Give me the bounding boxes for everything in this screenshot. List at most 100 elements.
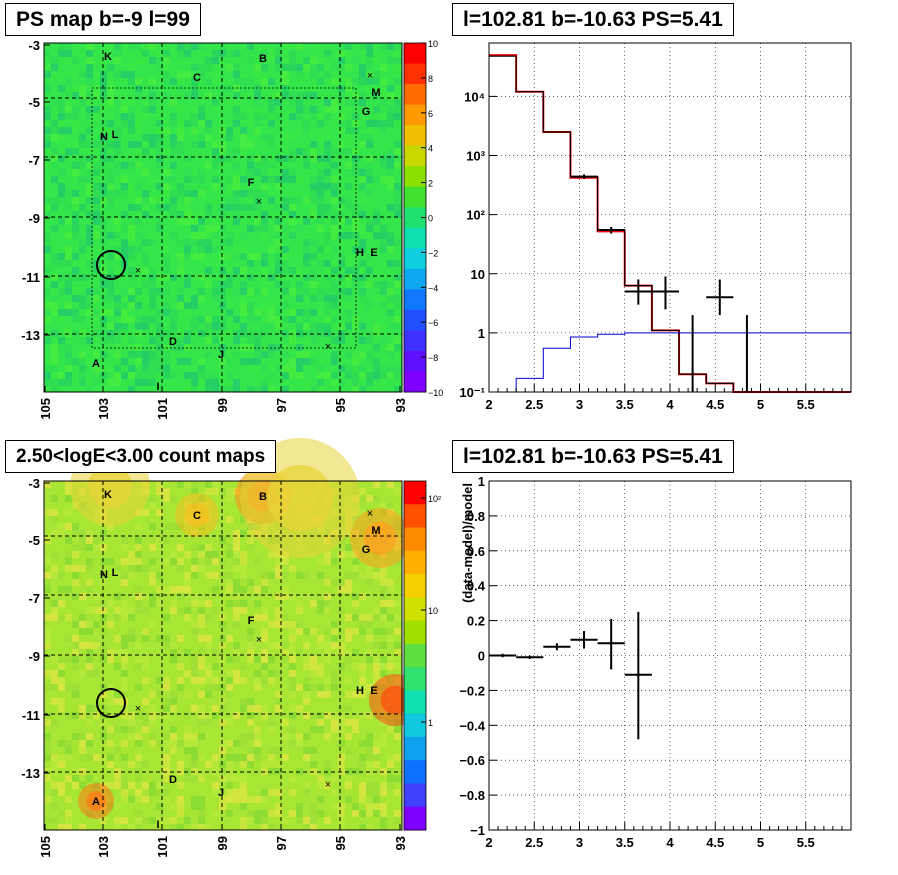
map-pixel: [177, 782, 184, 789]
map-pixel: [177, 495, 184, 502]
map-pixel: [65, 99, 72, 106]
map-pixel: [205, 635, 212, 642]
map-pixel: [331, 211, 338, 218]
map-pixel: [359, 92, 366, 99]
map-pixel: [177, 586, 184, 593]
map-pixel: [331, 162, 338, 169]
map-pixel: [324, 372, 331, 379]
map-pixel: [170, 232, 177, 239]
map-pixel: [317, 183, 324, 190]
map-pixel: [149, 337, 156, 344]
map-pixel: [184, 169, 191, 176]
map-pixel: [261, 64, 268, 71]
map-pixel: [205, 761, 212, 768]
map-pixel: [261, 218, 268, 225]
map-pixel: [170, 726, 177, 733]
map-pixel: [380, 670, 387, 677]
map-pixel: [268, 782, 275, 789]
map-pixel: [268, 169, 275, 176]
map-pixel: [345, 50, 352, 57]
map-pixel: [310, 176, 317, 183]
map-pixel: [254, 810, 261, 817]
map-pixel: [107, 295, 114, 302]
map-pixel: [44, 309, 51, 316]
model-step-line: [489, 55, 851, 393]
map-pixel: [114, 824, 121, 830]
map-pixel: [44, 71, 51, 78]
map-pixel: [394, 197, 401, 204]
map-pixel: [58, 558, 65, 565]
map-pixel: [163, 372, 170, 379]
map-pixel: [387, 309, 394, 316]
map-pixel: [324, 99, 331, 106]
map-pixel: [44, 141, 51, 148]
map-pixel: [205, 120, 212, 127]
map-pixel: [121, 684, 128, 691]
map-pixel: [142, 190, 149, 197]
map-pixel: [240, 761, 247, 768]
map-pixel: [247, 817, 254, 824]
map-pixel: [387, 204, 394, 211]
map-pixel: [135, 127, 142, 134]
source-label: M: [371, 87, 380, 99]
map-pixel: [296, 649, 303, 656]
map-pixel: [380, 803, 387, 810]
map-pixel: [86, 169, 93, 176]
map-pixel: [170, 204, 177, 211]
map-pixel: [149, 523, 156, 530]
map-pixel: [44, 775, 51, 782]
map-pixel: [296, 106, 303, 113]
map-pixel: [366, 50, 373, 57]
map-pixel: [373, 344, 380, 351]
map-pixel: [352, 169, 359, 176]
map-pixel: [191, 232, 198, 239]
map-pixel: [149, 274, 156, 281]
map-pixel: [72, 127, 79, 134]
map-pixel: [324, 628, 331, 635]
map-pixel: [121, 288, 128, 295]
map-pixel: [289, 57, 296, 64]
map-pixel: [352, 99, 359, 106]
map-pixel: [247, 656, 254, 663]
map-pixel: [352, 274, 359, 281]
map-pixel: [135, 600, 142, 607]
map-pixel: [324, 64, 331, 71]
map-pixel: [254, 586, 261, 593]
x-tick-label: 2.5: [525, 397, 543, 412]
map-pixel: [240, 267, 247, 274]
map-pixel: [184, 733, 191, 740]
map-pixel: [135, 789, 142, 796]
map-pixel: [338, 92, 345, 99]
map-pixel: [226, 551, 233, 558]
map-pixel: [275, 225, 282, 232]
map-pixel: [107, 281, 114, 288]
map-pixel: [359, 246, 366, 253]
map-pixel: [205, 78, 212, 85]
map-pixel: [373, 295, 380, 302]
map-pixel: [128, 761, 135, 768]
map-pixel: [142, 148, 149, 155]
map-pixel: [149, 92, 156, 99]
map-pixel: [86, 579, 93, 586]
map-pixel: [233, 218, 240, 225]
map-pixel: [58, 586, 65, 593]
map-pixel: [79, 351, 86, 358]
map-pixel: [51, 565, 58, 572]
map-pixel: [65, 509, 72, 516]
map-pixel: [296, 176, 303, 183]
map-pixel: [387, 281, 394, 288]
map-pixel: [51, 309, 58, 316]
map-pixel: [303, 323, 310, 330]
map-pixel: [114, 740, 121, 747]
map-pixel: [170, 190, 177, 197]
map-pixel: [149, 495, 156, 502]
map-pixel: [226, 232, 233, 239]
map-pixel: [310, 211, 317, 218]
map-pixel: [380, 232, 387, 239]
map-pixel: [58, 684, 65, 691]
map-pixel: [247, 705, 254, 712]
map-pixel: [331, 684, 338, 691]
map-pixel: [387, 782, 394, 789]
map-pixel: [289, 705, 296, 712]
map-pixel: [51, 344, 58, 351]
